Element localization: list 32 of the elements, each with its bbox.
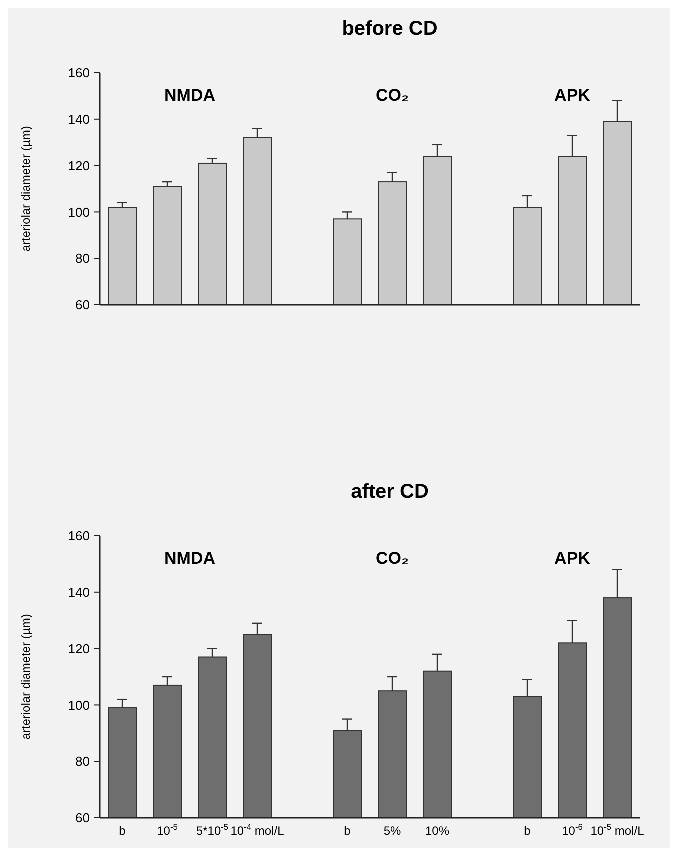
- y-tick-label: 80: [76, 251, 90, 266]
- x-tick-label: b: [119, 824, 126, 838]
- x-tick-label: 10$^{-6}$: [562, 822, 584, 838]
- annotation: NMDA: [164, 86, 216, 105]
- annotation: CO₂: [376, 549, 410, 568]
- x-tick-label: 5*10$^{-5}$: [196, 822, 229, 838]
- y-tick-label: 160: [68, 66, 90, 81]
- annotation: CO₂: [376, 86, 410, 105]
- y-tick-label: 60: [76, 810, 90, 826]
- y-tick-label: 120: [68, 641, 90, 656]
- chart-title: after CD: [351, 481, 429, 503]
- y-axis-title: arteriolar diameter (µm): [19, 614, 33, 740]
- x-tick-label: 10$^{-5}$ mol/L: [590, 822, 645, 838]
- chart-title: before CD: [342, 18, 438, 40]
- x-tick-label: b: [344, 824, 352, 838]
- x-tick-label: 10$^{-4}$ mol/L: [230, 822, 285, 838]
- y-tick-label: 60: [76, 298, 90, 313]
- x-tick-label: 10$^{-5}$: [157, 822, 178, 838]
- x-tick-label: 5%: [384, 824, 402, 838]
- y-tick-label: 100: [68, 698, 90, 713]
- x-tick-label: b: [524, 824, 532, 838]
- y-tick-label: 100: [68, 204, 90, 220]
- x-tick-label: 10%: [425, 824, 450, 838]
- annotation: APK: [554, 86, 592, 105]
- y-tick-label: 140: [68, 112, 90, 127]
- y-tick-label: 80: [76, 754, 90, 770]
- annotation: NMDA: [164, 549, 216, 568]
- y-axis-title: arteriolar diameter (µm): [19, 126, 33, 252]
- y-tick-label: 160: [68, 528, 90, 544]
- y-tick-label: 120: [68, 158, 90, 174]
- annotation: APK: [554, 549, 592, 568]
- y-tick-label: 140: [68, 584, 90, 600]
